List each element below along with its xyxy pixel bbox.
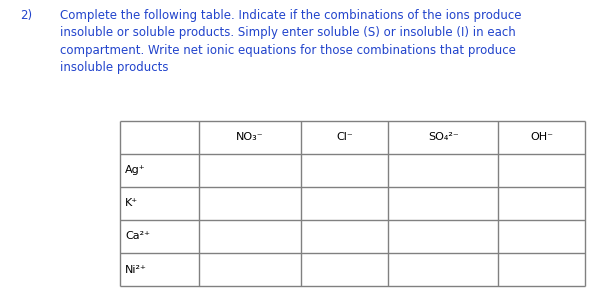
- Text: K⁺: K⁺: [125, 198, 138, 208]
- Text: Ag⁺: Ag⁺: [125, 165, 145, 175]
- Text: NO₃⁻: NO₃⁻: [237, 132, 264, 142]
- Text: Ni²⁺: Ni²⁺: [125, 265, 147, 274]
- Text: OH⁻: OH⁻: [530, 132, 553, 142]
- Text: Ca²⁺: Ca²⁺: [125, 232, 150, 241]
- Text: Cl⁻: Cl⁻: [336, 132, 353, 142]
- Text: SO₄²⁻: SO₄²⁻: [428, 132, 459, 142]
- Text: 2): 2): [20, 9, 32, 22]
- Text: Complete the following table. Indicate if the combinations of the ions produce
i: Complete the following table. Indicate i…: [60, 9, 522, 74]
